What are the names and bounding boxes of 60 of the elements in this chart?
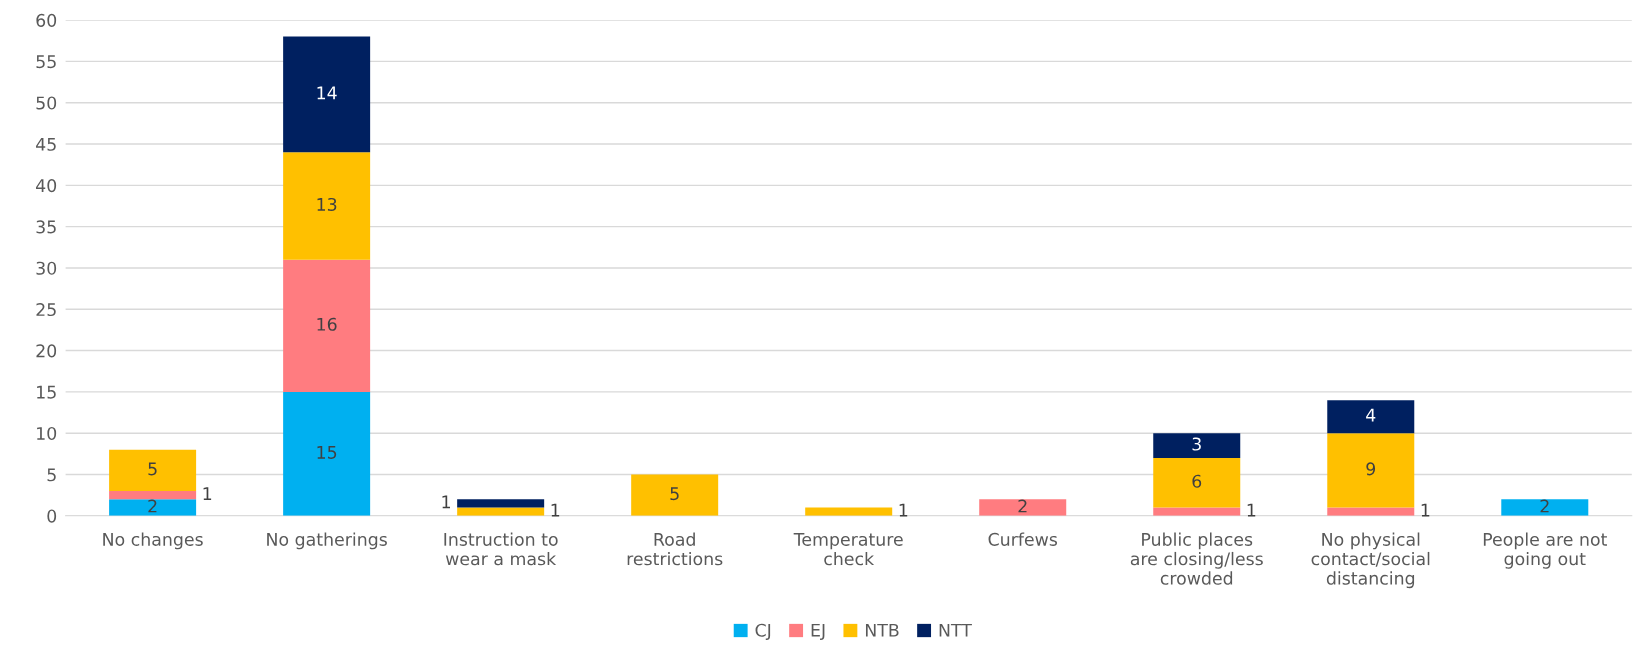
x-tick-label: Temperature check (793, 533, 903, 566)
data-label: 3 (1192, 437, 1201, 451)
bar (109, 491, 197, 500)
y-tick-label: 5 (47, 468, 56, 482)
data-label: 1 (1247, 503, 1256, 517)
y-tick-label: 10 (37, 426, 57, 441)
x-tick-label: No changes (103, 532, 203, 550)
data-label: 2 (1018, 499, 1027, 513)
data-label: 1 (203, 487, 212, 500)
bar (1153, 457, 1241, 508)
legend-label: NTT (939, 623, 972, 637)
data-label: 4 (1366, 408, 1376, 422)
bar (109, 499, 197, 516)
bar (1327, 433, 1415, 508)
y-tick-label: 20 (36, 344, 57, 358)
legend-label: EJ (811, 623, 825, 641)
bar (283, 36, 371, 153)
data-label: 2 (1540, 499, 1549, 513)
data-label: 9 (1366, 462, 1376, 476)
data-label: 16 (317, 317, 337, 331)
y-tick-label: 30 (36, 261, 57, 275)
data-label: 14 (317, 86, 337, 100)
x-tick-label: Instruction to wear a mask (444, 532, 558, 566)
bar (283, 391, 371, 516)
legend-label: CJ (755, 623, 771, 641)
y-tick-label: 60 (36, 13, 57, 27)
x-tick-label: No physical contact/social distancing (1311, 532, 1430, 589)
bar (979, 499, 1067, 516)
bar (631, 474, 719, 516)
data-label: 2 (148, 499, 157, 513)
bar (457, 499, 545, 508)
x-tick-label: People are not going out (1483, 532, 1607, 569)
data-label: 1 (899, 503, 908, 517)
x-tick-label: Curfews (988, 532, 1058, 546)
bar (1327, 400, 1415, 434)
bar (1501, 499, 1589, 516)
data-label: 6 (1192, 474, 1202, 488)
bar (283, 259, 371, 392)
y-tick-label: 35 (36, 220, 56, 234)
data-label: 15 (317, 445, 337, 459)
y-tick-label: 15 (37, 385, 56, 399)
data-label: 5 (670, 487, 679, 501)
legend-label: NTB (865, 623, 899, 637)
y-tick-label: 55 (36, 55, 56, 69)
data-label: 1 (1421, 503, 1430, 517)
bar (283, 152, 371, 260)
bar (1153, 433, 1241, 458)
data-label: 13 (317, 197, 337, 212)
x-tick-label: Public places are closing/less crowded (1130, 532, 1263, 585)
x-tick-label: Road restrictions (627, 532, 723, 566)
data-label: 5 (148, 462, 157, 476)
bar (109, 449, 197, 492)
y-tick-label: 50 (36, 96, 57, 110)
y-tick-label: 25 (36, 302, 56, 317)
data-label: 1 (442, 495, 450, 509)
x-tick-label: No gatherings (267, 532, 387, 550)
y-tick-label: 0 (47, 509, 57, 523)
data-label: 1 (551, 503, 560, 517)
y-tick-label: 40 (36, 179, 57, 193)
y-tick-label: 45 (36, 137, 56, 151)
